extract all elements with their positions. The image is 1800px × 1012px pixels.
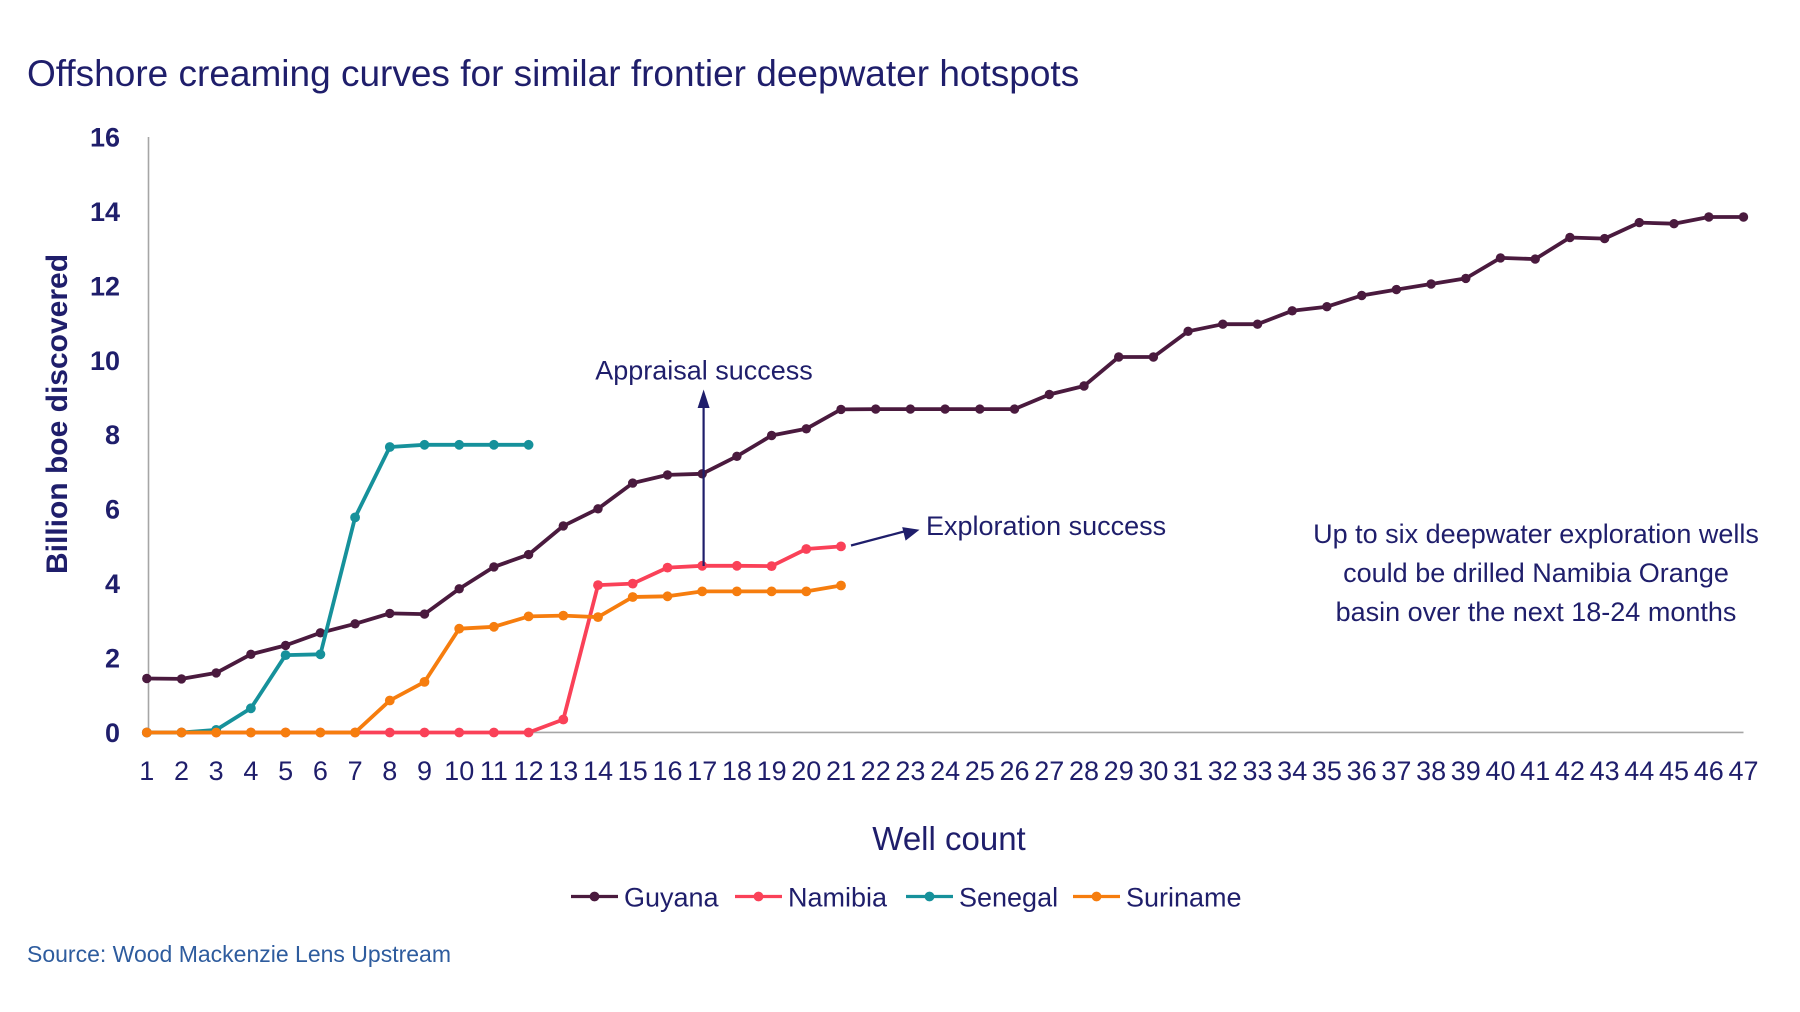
svg-text:Up to six deepwater exploratio: Up to six deepwater exploration wells (1313, 519, 1759, 549)
svg-text:34: 34 (1277, 756, 1307, 786)
svg-text:43: 43 (1590, 756, 1620, 786)
svg-text:12: 12 (90, 271, 120, 301)
svg-text:6: 6 (313, 756, 328, 786)
svg-text:30: 30 (1138, 756, 1168, 786)
svg-text:17: 17 (687, 756, 717, 786)
svg-text:6: 6 (105, 495, 120, 525)
svg-text:could be drilled Namibia Orang: could be drilled Namibia Orange (1343, 558, 1729, 588)
svg-text:23: 23 (895, 756, 925, 786)
svg-text:44: 44 (1624, 756, 1654, 786)
svg-text:41: 41 (1520, 756, 1550, 786)
svg-text:1: 1 (139, 756, 154, 786)
svg-text:3: 3 (209, 756, 224, 786)
svg-text:11: 11 (480, 756, 508, 786)
svg-text:15: 15 (618, 756, 648, 786)
svg-text:2: 2 (174, 756, 189, 786)
svg-text:16: 16 (652, 756, 682, 786)
svg-text:35: 35 (1312, 756, 1342, 786)
svg-text:22: 22 (861, 756, 891, 786)
svg-text:8: 8 (105, 420, 120, 450)
svg-text:Suriname: Suriname (1126, 883, 1242, 913)
svg-text:18: 18 (722, 756, 752, 786)
svg-text:14: 14 (90, 197, 120, 227)
svg-text:12: 12 (514, 756, 544, 786)
svg-text:37: 37 (1381, 756, 1411, 786)
svg-text:Guyana: Guyana (624, 883, 720, 913)
svg-text:5: 5 (278, 756, 293, 786)
svg-text:20: 20 (791, 756, 821, 786)
svg-text:7: 7 (348, 756, 363, 786)
svg-text:45: 45 (1659, 756, 1689, 786)
svg-text:Billion boe discovered: Billion boe discovered (41, 254, 74, 574)
svg-text:19: 19 (757, 756, 787, 786)
svg-text:29: 29 (1104, 756, 1134, 786)
svg-text:14: 14 (583, 756, 613, 786)
svg-text:39: 39 (1451, 756, 1481, 786)
svg-text:9: 9 (417, 756, 432, 786)
svg-text:38: 38 (1416, 756, 1446, 786)
svg-text:8: 8 (382, 756, 397, 786)
svg-text:16: 16 (90, 123, 120, 153)
svg-text:10: 10 (90, 346, 120, 376)
svg-text:4: 4 (243, 756, 258, 786)
svg-text:24: 24 (930, 756, 960, 786)
svg-text:36: 36 (1347, 756, 1377, 786)
svg-text:31: 31 (1173, 756, 1203, 786)
svg-text:26: 26 (999, 756, 1029, 786)
svg-text:Appraisal success: Appraisal success (595, 356, 813, 386)
svg-text:28: 28 (1069, 756, 1099, 786)
svg-text:Senegal: Senegal (959, 883, 1058, 913)
svg-text:10: 10 (444, 756, 474, 786)
svg-text:2: 2 (105, 644, 120, 674)
svg-text:25: 25 (965, 756, 995, 786)
svg-text:Offshore creaming curves for s: Offshore creaming curves for similar fro… (27, 53, 1079, 94)
svg-text:13: 13 (548, 756, 578, 786)
svg-text:32: 32 (1208, 756, 1238, 786)
svg-text:Source: Wood Mackenzie Lens Up: Source: Wood Mackenzie Lens Upstream (27, 941, 451, 967)
svg-text:33: 33 (1242, 756, 1272, 786)
svg-text:Namibia: Namibia (788, 883, 888, 913)
svg-text:46: 46 (1694, 756, 1724, 786)
svg-text:Exploration success: Exploration success (926, 511, 1166, 541)
svg-text:47: 47 (1728, 756, 1758, 786)
svg-text:21: 21 (826, 756, 856, 786)
svg-text:42: 42 (1555, 756, 1585, 786)
svg-text:Well count: Well count (872, 820, 1025, 857)
svg-text:0: 0 (105, 718, 120, 748)
svg-text:basin over the next 18-24 mont: basin over the next 18-24 months (1336, 597, 1737, 627)
svg-text:40: 40 (1485, 756, 1515, 786)
svg-text:27: 27 (1034, 756, 1064, 786)
svg-text:4: 4 (105, 569, 120, 599)
